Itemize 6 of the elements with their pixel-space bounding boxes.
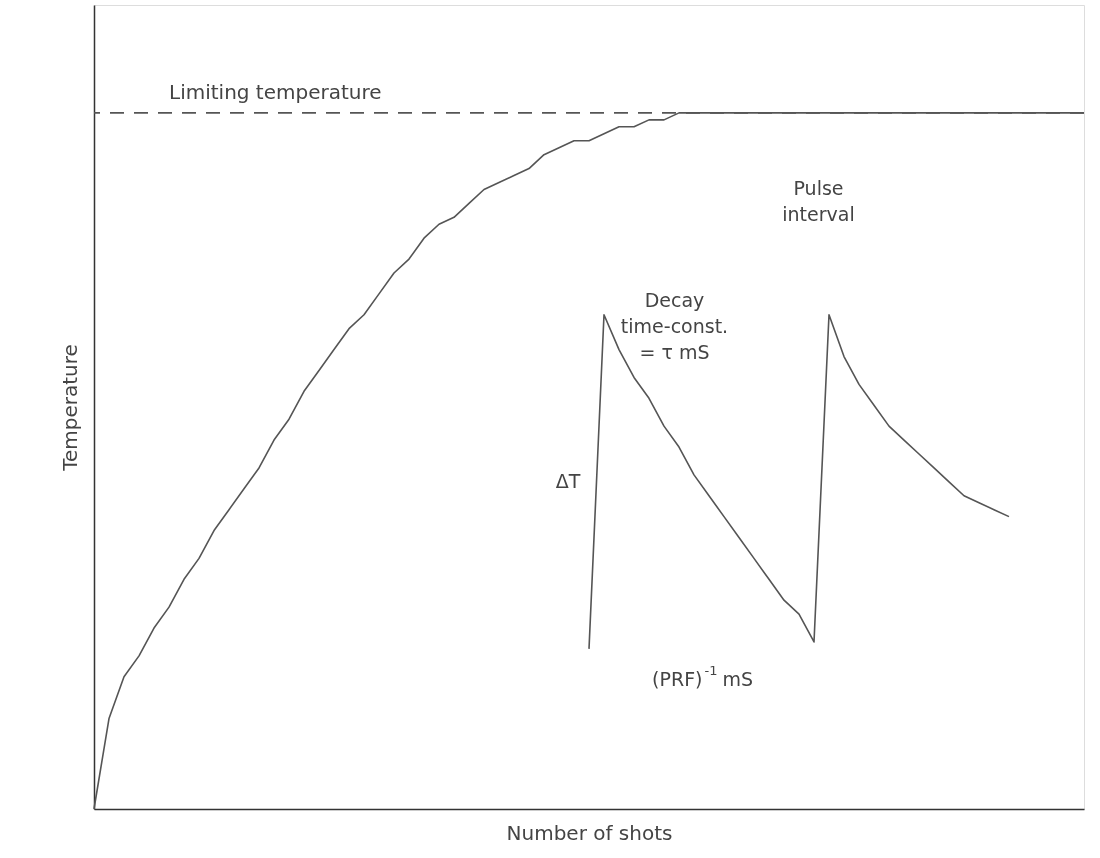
y-axis-title: Temperature xyxy=(57,344,82,472)
annotation: Pulse interval xyxy=(782,177,855,226)
ref-line-label: Limiting temperature xyxy=(169,79,382,104)
annotation: Decay time-const. = τ mS xyxy=(620,288,729,363)
x-axis-title: Number of shots xyxy=(506,820,673,845)
annotation: ΔT xyxy=(555,469,581,492)
